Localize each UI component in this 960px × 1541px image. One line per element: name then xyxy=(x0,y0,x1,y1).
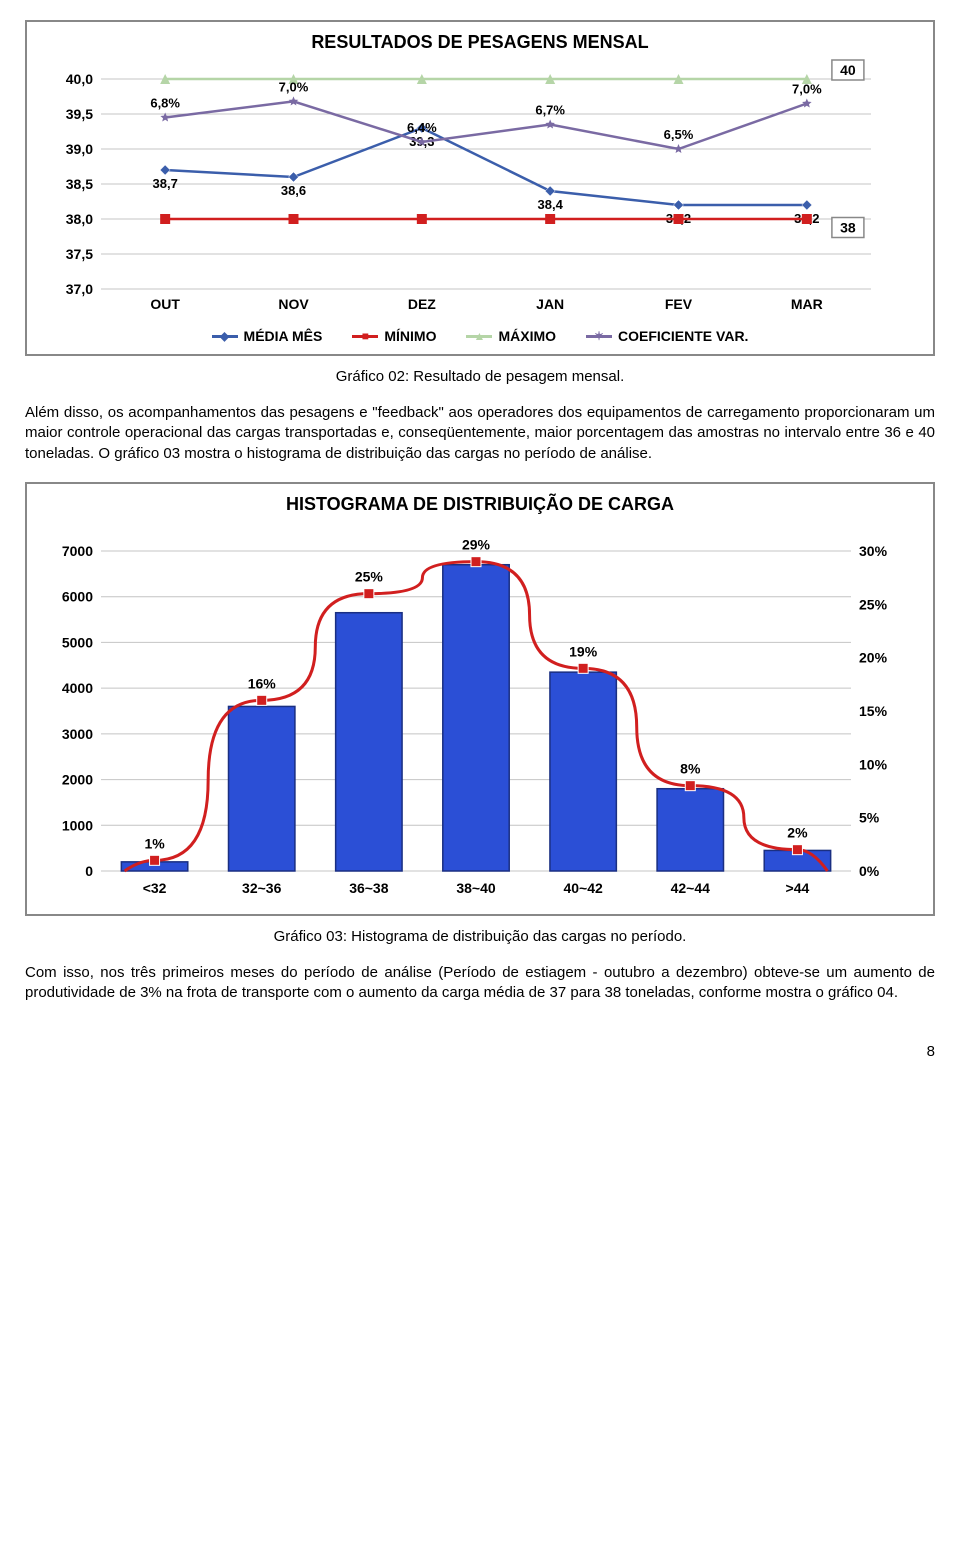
svg-text:38,6: 38,6 xyxy=(281,183,306,198)
svg-text:1000: 1000 xyxy=(62,817,93,833)
svg-text:6000: 6000 xyxy=(62,588,93,604)
svg-text:39,5: 39,5 xyxy=(66,106,93,122)
svg-text:6,5%: 6,5% xyxy=(664,127,694,142)
svg-text:8%: 8% xyxy=(680,760,701,776)
svg-text:38,4: 38,4 xyxy=(538,197,564,212)
chart-2-title: HISTOGRAMA DE DISTRIBUIÇÃO DE CARGA xyxy=(41,494,919,515)
svg-text:29%: 29% xyxy=(462,536,491,552)
svg-text:7000: 7000 xyxy=(62,543,93,559)
svg-text:2000: 2000 xyxy=(62,771,93,787)
svg-text:6,8%: 6,8% xyxy=(150,96,180,111)
svg-text:NOV: NOV xyxy=(278,296,309,312)
svg-text:5%: 5% xyxy=(859,809,880,825)
chart-1-svg: 40,0 39,5 39,0 38,5 38,0 37,5 37,0 OUT NOV DEZ JAN… xyxy=(41,59,911,319)
svg-text:6,7%: 6,7% xyxy=(535,103,565,118)
chart-1-container: RESULTADOS DE PESAGENS MENSAL 40,0 39,5 39… xyxy=(25,20,935,356)
chart-1-caption: Gráfico 02: Resultado de pesagem mensal. xyxy=(25,368,935,385)
svg-text:3000: 3000 xyxy=(62,726,93,742)
page-number: 8 xyxy=(25,1043,935,1060)
svg-text:MAR: MAR xyxy=(791,296,823,312)
svg-text:38,5: 38,5 xyxy=(66,176,93,192)
svg-text:7,0%: 7,0% xyxy=(792,82,822,97)
svg-text:>44: >44 xyxy=(786,880,810,896)
svg-text:15%: 15% xyxy=(859,703,888,719)
svg-text:25%: 25% xyxy=(859,596,888,612)
svg-text:40,0: 40,0 xyxy=(66,71,93,87)
chart-2-svg: 0 1000 2000 3000 4000 5000 6000 7000 0% 5% 10% 15% 2… xyxy=(41,521,911,901)
svg-text:<32: <32 xyxy=(143,880,167,896)
chart-1-title: RESULTADOS DE PESAGENS MENSAL xyxy=(41,32,919,53)
svg-text:38,7: 38,7 xyxy=(153,176,178,191)
chart-2-container: HISTOGRAMA DE DISTRIBUIÇÃO DE CARGA 0 100… xyxy=(25,482,935,916)
svg-text:2%: 2% xyxy=(787,824,808,840)
svg-text:4000: 4000 xyxy=(62,680,93,696)
legend-item: ■MÍNIMO xyxy=(352,328,436,344)
svg-text:40~42: 40~42 xyxy=(563,880,603,896)
svg-text:OUT: OUT xyxy=(150,296,180,312)
svg-text:38~40: 38~40 xyxy=(456,880,496,896)
svg-text:36~38: 36~38 xyxy=(349,880,389,896)
svg-text:DEZ: DEZ xyxy=(408,296,436,312)
svg-text:FEV: FEV xyxy=(665,296,693,312)
svg-text:40: 40 xyxy=(840,62,856,78)
svg-text:0%: 0% xyxy=(859,863,880,879)
svg-text:1%: 1% xyxy=(144,835,165,851)
svg-text:37,0: 37,0 xyxy=(66,281,93,297)
svg-text:16%: 16% xyxy=(248,675,277,691)
svg-text:JAN: JAN xyxy=(536,296,564,312)
svg-text:0: 0 xyxy=(85,863,93,879)
svg-text:32~36: 32~36 xyxy=(242,880,282,896)
svg-text:38,0: 38,0 xyxy=(66,211,93,227)
paragraph-2: Com isso, nos três primeiros meses do pe… xyxy=(25,963,935,1004)
svg-text:37,5: 37,5 xyxy=(66,246,93,262)
svg-text:5000: 5000 xyxy=(62,634,93,650)
legend-item: ◆MÉDIA MÊS xyxy=(212,328,323,344)
legend-item: ✶COEFICIENTE VAR. xyxy=(586,328,748,344)
legend-item: ▲MÁXIMO xyxy=(466,328,556,344)
svg-text:6,4%: 6,4% xyxy=(407,120,437,135)
chart-1-legend: ◆MÉDIA MÊS ■MÍNIMO ▲MÁXIMO ✶COEFICIENTE VAR… xyxy=(41,328,919,344)
paragraph-1: Além disso, os acompanhamentos das pesag… xyxy=(25,403,935,464)
svg-text:10%: 10% xyxy=(859,756,888,772)
svg-text:19%: 19% xyxy=(569,643,598,659)
svg-text:7,0%: 7,0% xyxy=(279,79,309,94)
svg-text:30%: 30% xyxy=(859,543,888,559)
chart-2-caption: Gráfico 03: Histograma de distribuição d… xyxy=(25,928,935,945)
svg-text:38: 38 xyxy=(840,220,856,236)
svg-text:25%: 25% xyxy=(355,568,384,584)
svg-text:42~44: 42~44 xyxy=(671,880,711,896)
svg-text:39,0: 39,0 xyxy=(66,141,93,157)
svg-text:20%: 20% xyxy=(859,649,888,665)
